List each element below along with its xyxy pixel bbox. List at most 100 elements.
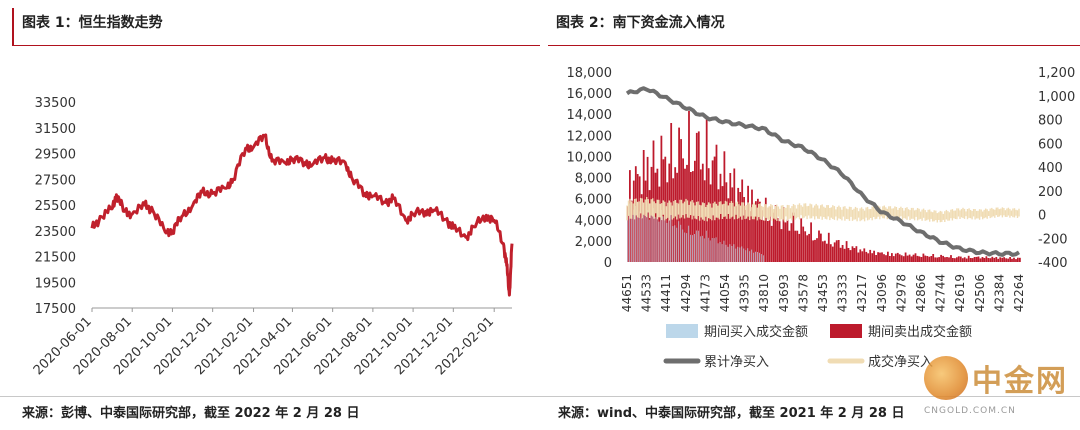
sell-amount-bar (831, 246, 834, 262)
sell-amount-bar (770, 225, 773, 262)
title-rule (12, 45, 540, 46)
buy-amount-bar (739, 247, 741, 262)
sell-amount-bar (1001, 257, 1004, 262)
sell-amount-bar (891, 253, 893, 262)
sell-amount-bar (751, 189, 753, 262)
sell-amount-bar (774, 205, 777, 262)
sell-amount-bar (1003, 257, 1005, 262)
sell-amount-bar (967, 255, 970, 262)
buy-amount-bar (632, 209, 634, 262)
sell-amount-bar (963, 257, 966, 262)
y-tick-label: 27500 (35, 173, 76, 188)
sell-amount-bar (898, 254, 901, 262)
sell-amount-bar (837, 240, 840, 262)
buy-amount-bar (644, 215, 646, 262)
buy-amount-bar (719, 242, 721, 262)
sell-amount-bar (902, 256, 905, 262)
buy-amount-bar (688, 225, 690, 262)
buy-amount-bar (709, 240, 711, 262)
sell-amount-bar (975, 256, 978, 262)
y-tick-label: 29500 (35, 148, 76, 163)
sell-amount-bar (843, 248, 846, 262)
sell-amount-bar (768, 206, 771, 262)
sell-amount-bar (692, 171, 694, 262)
sell-amount-bar (772, 212, 775, 262)
x-tick-label: 43453 (816, 274, 830, 312)
buy-amount-bar (703, 238, 705, 262)
buy-amount-bar (747, 248, 749, 262)
sell-amount-bar (808, 233, 810, 262)
buy-amount-bar (682, 229, 684, 262)
sell-amount-bar (887, 251, 889, 262)
x-tick-label: 44173 (698, 274, 712, 312)
y-left-tick-label: 8,000 (575, 172, 612, 187)
sell-amount-bar (841, 245, 844, 262)
buy-amount-bar (762, 255, 764, 262)
footer-rule (0, 396, 1080, 397)
cumulative-net-buy-line (625, 86, 1021, 257)
sell-amount-bar (946, 257, 948, 262)
watermark: 中金网 CNGOLD.COM.CN (920, 352, 1080, 422)
sell-amount-bar (715, 144, 718, 262)
buy-amount-bar (660, 209, 662, 262)
sell-amount-bar (796, 230, 799, 262)
buy-amount-bar (723, 240, 725, 262)
buy-amount-bar (642, 205, 644, 262)
y-tick-label: 31500 (35, 122, 76, 137)
buy-amount-bar (634, 206, 636, 262)
buy-amount-bar (674, 225, 676, 262)
sell-amount-bar (794, 230, 797, 262)
sell-amount-bar (784, 222, 787, 262)
sell-amount-bar (873, 250, 875, 262)
chart-title-right: 图表 2：南下资金流入情况 (556, 15, 725, 31)
sell-amount-bar (918, 256, 921, 262)
sell-amount-bar (739, 192, 742, 262)
y-right-tick-label: 0 (1038, 209, 1046, 224)
sell-amount-bar (820, 233, 822, 262)
sell-amount-bar (703, 180, 706, 262)
sell-amount-bar (747, 185, 749, 262)
sell-amount-bar (749, 211, 751, 262)
sell-amount-bar (839, 247, 842, 262)
sell-amount-bar (894, 253, 897, 262)
y-left-tick-label: 2,000 (575, 235, 612, 250)
sell-amount-bar (908, 254, 911, 262)
x-tick-label: 42264 (1012, 274, 1026, 312)
buy-amount-bar (760, 254, 762, 262)
sell-amount-bar (695, 132, 698, 262)
legend-label: 期间卖出成交金额 (868, 324, 972, 340)
buy-amount-bar (694, 234, 695, 262)
x-tick-label: 43935 (738, 274, 752, 312)
sell-amount-bar (1011, 258, 1013, 262)
buy-amount-bar (711, 238, 713, 262)
sell-amount-bar (922, 253, 925, 262)
y-tick-label: 21500 (35, 251, 76, 266)
x-tick-label: 43693 (777, 274, 791, 312)
y-right-tick-label: 400 (1038, 161, 1063, 176)
sell-amount-bar (810, 222, 812, 262)
sell-amount-bar (889, 256, 891, 262)
buy-amount-bar (629, 203, 630, 262)
sell-amount-bar (932, 254, 935, 262)
y-right-tick-label: 600 (1038, 137, 1063, 152)
sell-amount-bar (989, 258, 992, 262)
sell-amount-bar (743, 197, 745, 262)
title-accent-bar (12, 8, 14, 46)
sell-amount-bar (760, 210, 763, 262)
buy-amount-bar (705, 230, 707, 262)
southbound-panel: 图表 2：南下资金流入情况 0 2,000 4,000 6,000 8,000 10,00… (548, 0, 1080, 430)
sell-amount-bar (652, 140, 655, 262)
buy-amount-bar (749, 251, 751, 262)
sell-amount-bar (1009, 257, 1011, 262)
buy-amount-bar (735, 248, 737, 262)
buy-amount-bar (745, 250, 747, 262)
sell-amount-bar (782, 207, 785, 262)
sell-amount-bar (849, 250, 852, 262)
buy-amount-bar (715, 237, 717, 262)
sell-amount-bar (755, 201, 757, 262)
y-tick-label: 23500 (35, 225, 76, 240)
sell-amount-bar (991, 256, 994, 262)
buy-amount-bar (701, 235, 703, 262)
buy-amount-bar (630, 215, 632, 262)
buy-amount-bar (636, 209, 638, 262)
